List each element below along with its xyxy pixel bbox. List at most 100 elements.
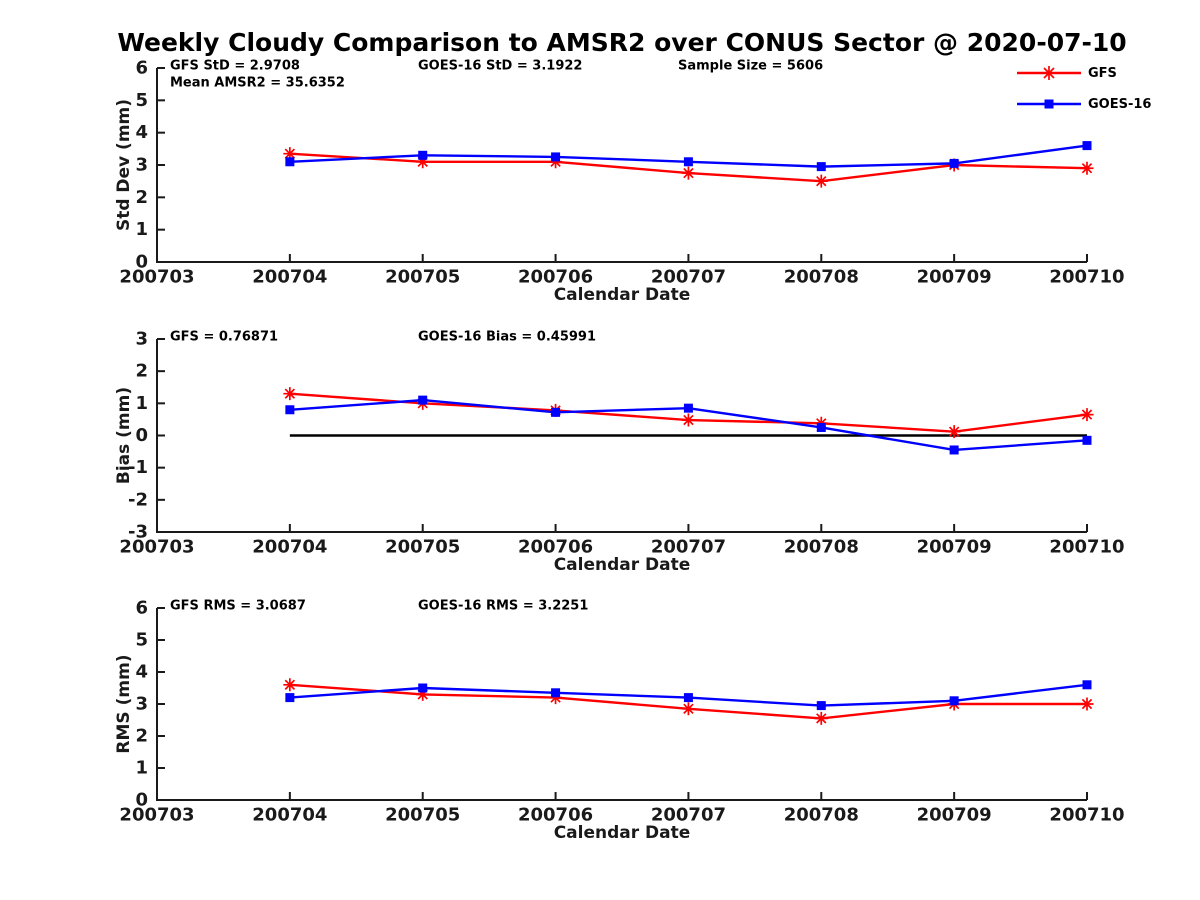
- asterisk-marker-gfs: [1080, 408, 1094, 422]
- square-marker-goes-16: [949, 445, 959, 455]
- y-tick-label: -1: [128, 457, 148, 478]
- square-marker-goes-16: [285, 157, 295, 167]
- x-tick-label: 200708: [784, 805, 859, 826]
- chart-title: Weekly Cloudy Comparison to AMSR2 over C…: [117, 28, 1127, 57]
- x-tick-label: 200710: [1049, 267, 1124, 288]
- x-tick-label: 200709: [917, 267, 992, 288]
- goes16-square-marker-icon: [1044, 99, 1054, 109]
- x-tick-label: 200703: [119, 805, 194, 826]
- y-tick-label: 6: [135, 58, 148, 79]
- square-marker-goes-16: [285, 405, 295, 415]
- x-axis-title: Calendar Date: [554, 823, 691, 843]
- y-tick-label: 3: [135, 155, 148, 176]
- y-axis-title: Std Dev (mm): [114, 99, 134, 231]
- legend-label-goes16: GOES-16: [1088, 96, 1152, 112]
- y-tick-label: 5: [135, 630, 148, 651]
- legend-label-gfs: GFS: [1088, 65, 1117, 81]
- y-tick-label: 6: [135, 598, 148, 619]
- y-tick-label: 0: [135, 252, 148, 273]
- annotation-text: Sample Size = 5606: [678, 59, 823, 74]
- asterisk-marker-gfs: [283, 678, 297, 692]
- asterisk-marker-gfs: [549, 155, 563, 169]
- x-tick-label: 200703: [119, 267, 194, 288]
- y-tick-label: -2: [128, 489, 148, 510]
- x-axis-title: Calendar Date: [554, 555, 691, 575]
- asterisk-marker-gfs: [283, 147, 297, 161]
- x-tick-label: 200706: [518, 805, 593, 826]
- y-tick-label: 2: [135, 726, 148, 747]
- asterisk-marker-gfs: [681, 413, 695, 427]
- x-tick-label: 200707: [651, 805, 726, 826]
- x-tick-label: 200705: [385, 805, 460, 826]
- square-marker-goes-16: [551, 152, 561, 162]
- x-tick-label: 200707: [651, 267, 726, 288]
- y-tick-label: 2: [135, 361, 148, 382]
- asterisk-marker-gfs: [416, 687, 430, 701]
- asterisk-marker-gfs: [814, 711, 828, 725]
- y-tick-label: 4: [135, 122, 148, 143]
- y-tick-label: 1: [135, 758, 148, 779]
- y-tick-label: 1: [135, 219, 148, 240]
- y-tick-label: -3: [128, 522, 148, 543]
- square-marker-goes-16: [551, 407, 561, 417]
- x-tick-label: 200705: [385, 267, 460, 288]
- asterisk-marker-gfs: [681, 702, 695, 716]
- x-tick-label: 200706: [518, 537, 593, 558]
- y-axis-title: RMS (mm): [114, 654, 134, 753]
- square-marker-goes-16: [949, 696, 959, 706]
- y-axis-title: Bias (mm): [114, 387, 134, 484]
- x-tick-label: 200709: [917, 805, 992, 826]
- asterisk-marker-gfs: [549, 691, 563, 705]
- x-axis-title: Calendar Date: [554, 285, 691, 305]
- annotation-text: GFS = 0.76871: [170, 330, 278, 345]
- square-marker-goes-16: [949, 158, 959, 168]
- x-tick-label: 200703: [119, 537, 194, 558]
- square-marker-goes-16: [683, 403, 693, 413]
- x-tick-label: 200710: [1049, 537, 1124, 558]
- asterisk-marker-gfs: [1080, 161, 1094, 175]
- gfs-asterisk-line-icon: [1017, 66, 1081, 80]
- asterisk-marker-gfs: [814, 174, 828, 188]
- square-marker-goes-16: [683, 693, 693, 703]
- square-marker-goes-16: [816, 422, 826, 432]
- x-tick-label: 200709: [917, 537, 992, 558]
- x-tick-label: 200704: [252, 805, 327, 826]
- square-marker-goes-16: [1082, 680, 1092, 690]
- asterisk-marker-gfs: [681, 166, 695, 180]
- square-marker-goes-16: [418, 395, 428, 405]
- x-tick-label: 200707: [651, 537, 726, 558]
- square-marker-goes-16: [551, 688, 561, 698]
- square-marker-goes-16: [816, 701, 826, 711]
- y-tick-label: 4: [135, 662, 148, 683]
- x-tick-label: 200708: [784, 537, 859, 558]
- x-tick-label: 200706: [518, 267, 593, 288]
- square-marker-goes-16: [418, 683, 428, 693]
- y-tick-label: 3: [135, 694, 148, 715]
- square-marker-goes-16: [285, 693, 295, 703]
- y-tick-label: 2: [135, 187, 148, 208]
- annotation-text: GOES-16 Bias = 0.45991: [418, 330, 596, 345]
- x-tick-label: 200704: [252, 267, 327, 288]
- asterisk-marker-gfs: [283, 387, 297, 401]
- x-tick-label: 200708: [784, 267, 859, 288]
- y-tick-label: 0: [135, 425, 148, 446]
- x-tick-label: 200710: [1049, 805, 1124, 826]
- y-tick-label: 3: [135, 329, 148, 350]
- legend-item-goes16: GOES-16: [1016, 94, 1151, 114]
- x-tick-label: 200704: [252, 537, 327, 558]
- annotation-text: GFS RMS = 3.0687: [170, 599, 306, 614]
- annotation-text: GFS StD = 2.9708: [170, 59, 300, 74]
- x-tick-label: 200705: [385, 537, 460, 558]
- annotation-text: GOES-16 StD = 3.1922: [418, 59, 582, 74]
- square-marker-goes-16: [683, 157, 693, 167]
- asterisk-marker-gfs: [947, 425, 961, 439]
- square-marker-goes-16: [1082, 141, 1092, 151]
- square-marker-goes-16: [1082, 435, 1092, 445]
- square-marker-goes-16: [816, 162, 826, 172]
- y-tick-label: 5: [135, 90, 148, 111]
- asterisk-marker-gfs: [416, 155, 430, 169]
- asterisk-marker-gfs: [1080, 697, 1094, 711]
- square-marker-goes-16: [418, 150, 428, 160]
